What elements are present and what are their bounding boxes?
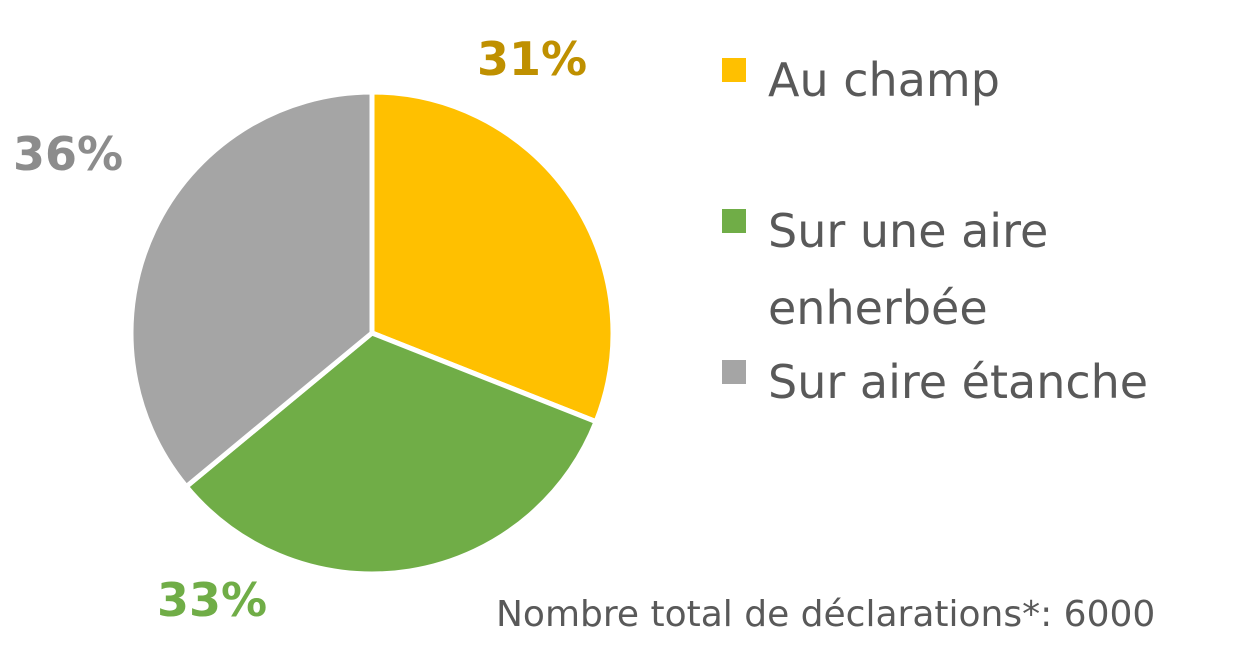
legend: Au champ Sur une aire enherbée Sur aire éta… (722, 53, 1148, 409)
slice-percentage-label: 31% (477, 32, 587, 86)
percentage-labels: 31% 33% 36% (13, 32, 587, 627)
pie-slice-2 (183, 330, 599, 577)
slice-percentage-label: 36% (13, 127, 123, 181)
total-declarations-note: Nombre total de déclarations*: 6000 (496, 594, 1156, 635)
pie-slice-1 (369, 89, 616, 425)
legend-label: Sur une aire (768, 204, 1048, 258)
legend-marker-1 (722, 58, 746, 82)
pie-slices (128, 89, 616, 577)
legend-label: enherbée (768, 281, 988, 335)
legend-marker-3 (722, 360, 746, 384)
legend-label: Sur aire étanche (768, 355, 1148, 409)
pie-slice-3 (128, 89, 375, 490)
legend-label: Au champ (768, 53, 1000, 107)
legend-marker-2 (722, 209, 746, 233)
slice-percentage-label: 33% (157, 573, 267, 627)
